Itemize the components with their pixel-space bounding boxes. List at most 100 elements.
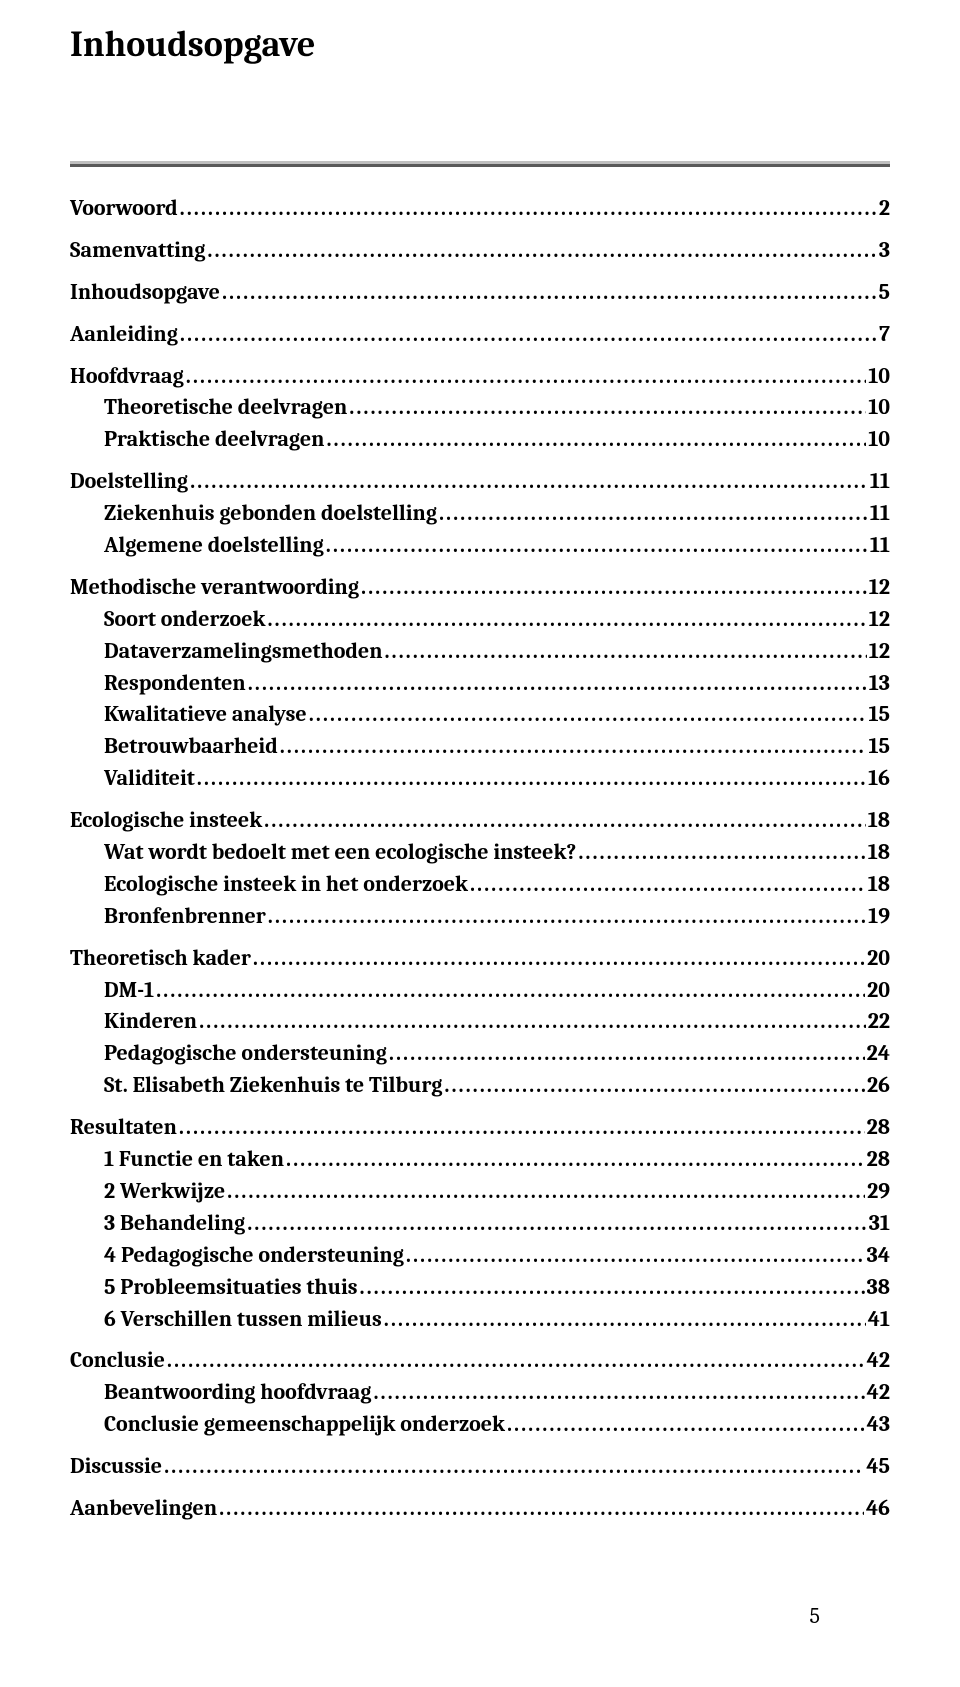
toc-row: Betrouwbaarheid15 [70,731,890,763]
toc-entry-page: 12 [869,636,890,668]
toc-leader-dots [470,869,866,901]
toc-row: Aanbevelingen 46 [70,1493,890,1525]
toc-entry-page: 12 [869,572,890,604]
toc-leader-dots [164,1451,864,1483]
toc-leader-dots [439,498,868,530]
toc-entry-page: 2 [879,193,890,225]
toc-entry-label: Soort onderzoek [104,604,265,636]
toc-row: Validiteit 16 [70,763,890,795]
toc-entry-page: 10 [868,361,890,393]
toc-entry-page: 20 [867,975,890,1007]
toc-leader-dots [361,572,867,604]
toc-leader-dots [180,193,877,225]
toc-leader-dots [219,1493,864,1525]
toc-row: Respondenten 13 [70,668,890,700]
toc-entry-page: 28 [867,1144,890,1176]
toc-row: 4 Pedagogische ondersteuning 34 [70,1240,890,1272]
toc-row: Inhoudsopgave 5 [70,277,890,309]
toc-leader-dots [360,1272,865,1304]
toc-entry-page: 13 [869,668,890,700]
toc-entry-label: Discussie [70,1451,162,1483]
toc-leader-dots [373,1377,864,1409]
toc-row: Resultaten 28 [70,1112,890,1144]
toc-entry-page: 45 [866,1451,890,1483]
toc-entry-label: Resultaten [70,1112,177,1144]
toc-leader-dots [156,975,865,1007]
toc-row: Bronfenbrenner 19 [70,901,890,933]
toc-entry-page: 7 [879,319,890,351]
toc-entry-label: 4 Pedagogische ondersteuning [104,1240,404,1272]
toc-row: Samenvatting 3 [70,235,890,267]
toc-row: Aanleiding 7 [70,319,890,351]
toc-entry-label: Pedagogische ondersteuning [104,1038,387,1070]
toc-entry-label: Betrouwbaarheid [104,731,278,763]
toc-row: 3 Behandeling31 [70,1208,890,1240]
toc-row: Ecologische insteek in het onderzoek18 [70,869,890,901]
toc-leader-dots [384,1304,866,1336]
toc-leader-dots [444,1070,865,1102]
toc-entry-label: St. Elisabeth Ziekenhuis te Tilburg [104,1070,442,1102]
toc-leader-dots [179,1112,865,1144]
toc-entry-label: Ecologische insteek [70,805,262,837]
toc-entry-label: Ecologische insteek in het onderzoek [104,869,468,901]
toc-leader-dots [167,1345,865,1377]
toc-entry-page: 10 [868,424,890,456]
toc-leader-dots [389,1038,865,1070]
toc-entry-page: 46 [866,1493,890,1525]
toc-row: Wat wordt bedoelt met een ecologische in… [70,837,890,869]
toc-entry-label: Aanleiding [70,319,178,351]
toc-entry-page: 41 [868,1304,890,1336]
toc-entry-label: Validiteit [104,763,195,795]
toc-entry-page: 16 [868,763,890,795]
toc-leader-dots [180,319,877,351]
toc-row: Kinderen22 [70,1006,890,1038]
toc-entry-page: 12 [869,604,890,636]
toc-row: Theoretische deelvragen10 [70,392,890,424]
toc-leader-dots [199,1006,866,1038]
toc-entry-page: 42 [867,1345,890,1377]
toc-entry-label: 6 Verschillen tussen milieus [104,1304,382,1336]
toc-entry-page: 26 [867,1070,890,1102]
toc-leader-dots [227,1176,865,1208]
toc-entry-label: Kwalitatieve analyse [104,699,307,731]
toc-row: Beantwoording hoofdvraag42 [70,1377,890,1409]
toc-entry-page: 24 [867,1038,890,1070]
toc-leader-dots [248,668,867,700]
toc-entry-label: Doelstelling [70,466,188,498]
toc-leader-dots [268,901,866,933]
toc-row: 1 Functie en taken28 [70,1144,890,1176]
toc-entry-label: Respondenten [104,668,246,700]
toc-entry-label: Wat wordt bedoelt met een ecologische in… [104,837,576,869]
page-title: Inhoudsopgave [70,24,890,65]
toc-entry-label: Hoofdvraag [70,361,184,393]
toc-leader-dots [222,277,877,309]
toc-entry-page: 18 [868,837,890,869]
toc-entry-page: 20 [867,943,890,975]
toc-row: 6 Verschillen tussen milieus 41 [70,1304,890,1336]
toc-entry-label: Beantwoording hoofdvraag [104,1377,371,1409]
toc-row: Methodische verantwoording 12 [70,572,890,604]
toc-entry-page: 3 [879,235,890,267]
toc-entry-label: Inhoudsopgave [70,277,220,309]
toc-row: Conclusie 42 [70,1345,890,1377]
page-number: 5 [810,1603,820,1629]
toc-entry-page: 15 [868,699,890,731]
toc-entry-page: 31 [869,1208,890,1240]
toc-entry-page: 34 [867,1240,890,1272]
toc-entry-label: DM-1 [104,975,154,1007]
toc-row: St. Elisabeth Ziekenhuis te Tilburg 26 [70,1070,890,1102]
toc-entry-page: 19 [868,901,890,933]
toc-entry-label: Bronfenbrenner [104,901,266,933]
toc-entry-page: 11 [870,466,890,498]
toc-entry-page: 29 [867,1176,890,1208]
toc-leader-dots [197,763,866,795]
toc-row: Discussie 45 [70,1451,890,1483]
toc-entry-label: Kinderen [104,1006,197,1038]
toc-entry-label: Theoretisch kader [70,943,251,975]
toc-leader-dots [190,466,868,498]
toc-row: Ecologische insteek 18 [70,805,890,837]
toc-entry-label: Praktische deelvragen [104,424,324,456]
toc-row: Conclusie gemeenschappelijk onderzoek43 [70,1409,890,1441]
toc-entry-label: Aanbevelingen [70,1493,217,1525]
toc-leader-dots [280,731,867,763]
